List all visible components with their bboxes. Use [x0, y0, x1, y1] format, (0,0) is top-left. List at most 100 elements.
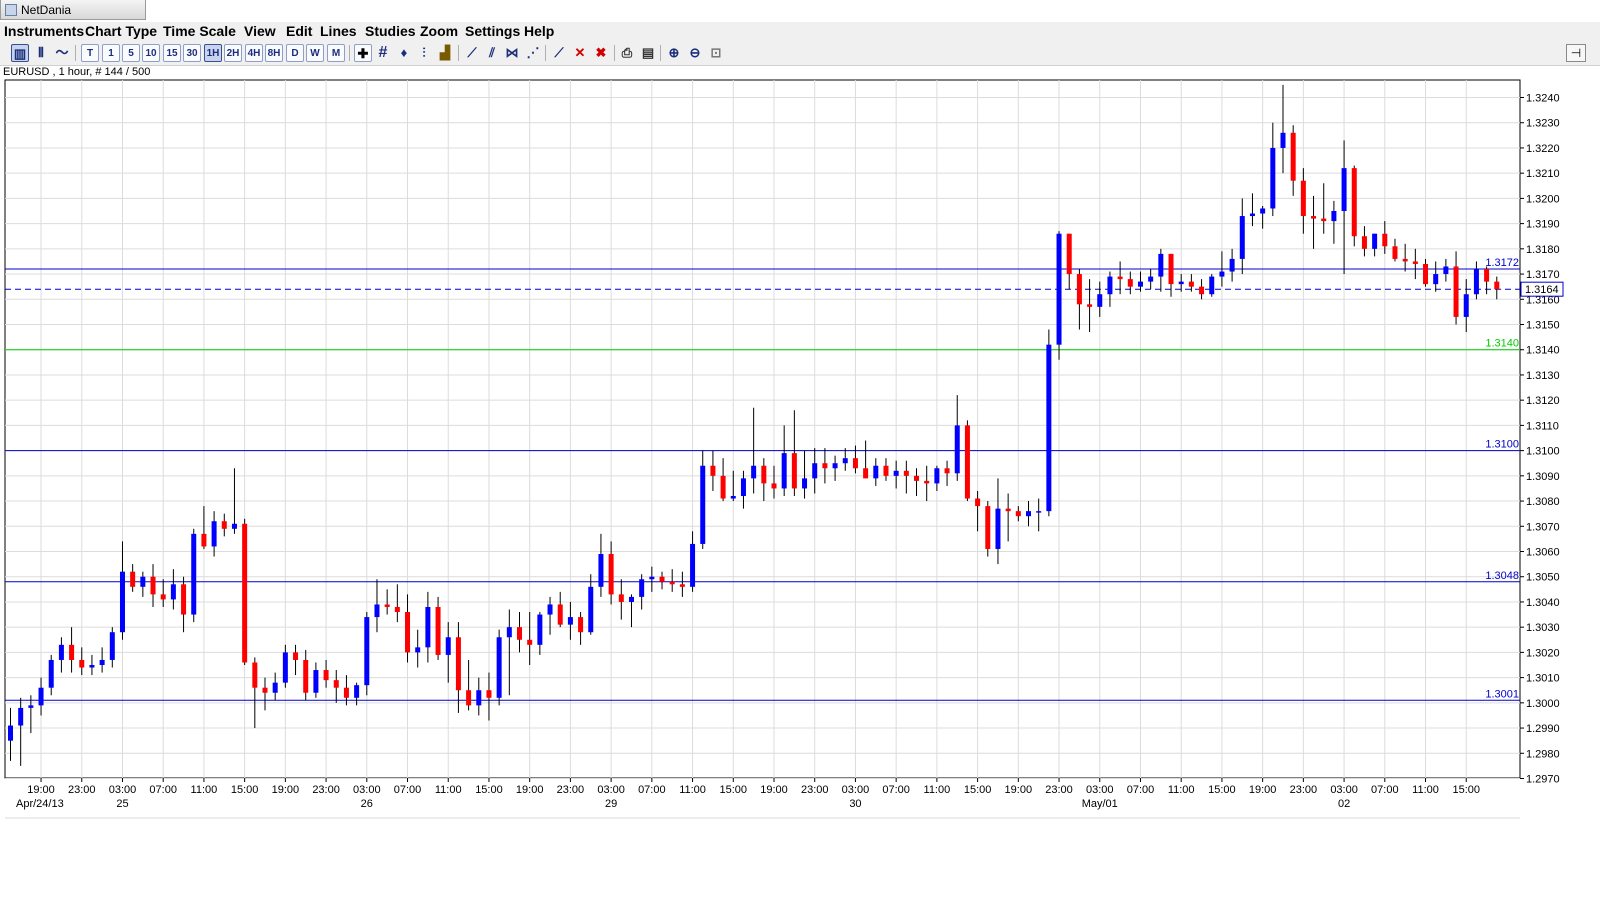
- volume-icon[interactable]: ▟: [440, 45, 450, 60]
- menu-time-scale[interactable]: Time Scale: [163, 23, 236, 39]
- candle-body: [1117, 276, 1123, 280]
- candle-body: [1229, 258, 1235, 272]
- timeframe-1h-button[interactable]: 1H: [204, 44, 222, 62]
- fan-icon[interactable]: ⋰: [526, 45, 540, 60]
- plot-area: [4, 79, 1521, 779]
- menu-studies[interactable]: Studies: [365, 23, 416, 39]
- delete-icon[interactable]: ✕: [574, 45, 586, 60]
- trendline-icon[interactable]: ⟋: [467, 45, 477, 60]
- candle-body: [303, 659, 309, 693]
- time-tick-label: 15:00: [231, 784, 259, 796]
- candle-body: [435, 606, 441, 655]
- candle-body: [272, 682, 278, 693]
- candle-body: [1270, 147, 1276, 209]
- candle-body: [659, 576, 665, 582]
- candle-body: [1199, 286, 1205, 295]
- timeframe-1-button[interactable]: 1: [102, 44, 120, 62]
- candle-body: [496, 637, 502, 698]
- price-tick-label: 1.2990: [1526, 723, 1560, 735]
- timeframe-w-button[interactable]: W: [306, 44, 324, 62]
- menu-lines[interactable]: Lines: [320, 23, 357, 39]
- candle-body: [1341, 168, 1347, 211]
- candle-body: [130, 571, 136, 587]
- time-tick-label: 19:00: [760, 784, 788, 796]
- candle-body: [812, 463, 818, 479]
- timeframe-5-button[interactable]: 5: [122, 44, 140, 62]
- price-tick-label: 1.3130: [1526, 370, 1560, 382]
- menu-settings[interactable]: Settings: [465, 23, 521, 39]
- timeframe-m-button[interactable]: M: [327, 44, 345, 62]
- crosshair-icon[interactable]: ✚: [354, 44, 372, 62]
- candle-body: [791, 453, 797, 489]
- time-tick-label: 23:00: [1045, 784, 1073, 796]
- candle-body: [822, 463, 828, 469]
- timeframe-2h-button[interactable]: 2H: [224, 44, 242, 62]
- date-label: 29: [605, 798, 617, 810]
- studies-icon[interactable]: ⫶: [422, 45, 426, 60]
- timeframe-4h-button[interactable]: 4H: [245, 44, 263, 62]
- timeframe-8h-button[interactable]: 8H: [265, 44, 283, 62]
- zoom-in-icon[interactable]: ⊕: [668, 45, 680, 60]
- bar-chart-icon[interactable]: ⫴: [38, 45, 44, 60]
- time-tick-label: 07:00: [1371, 784, 1399, 796]
- cursor-icon[interactable]: ♦: [400, 45, 408, 60]
- timeframe-15-button[interactable]: 15: [163, 44, 181, 62]
- candle-body: [975, 498, 981, 507]
- candle-body: [1036, 511, 1042, 513]
- zoom-out-icon[interactable]: ⊖: [689, 45, 701, 60]
- channel-icon[interactable]: ⫽: [489, 45, 495, 60]
- timeframe-t-button[interactable]: T: [81, 44, 99, 62]
- price-tick-label: 1.3170: [1526, 269, 1560, 281]
- candle-body: [170, 584, 176, 600]
- menu-help[interactable]: Help: [524, 23, 555, 39]
- app-icon: [5, 4, 17, 16]
- menu-chart-type[interactable]: Chart Type: [85, 23, 158, 39]
- timeframe-30-button[interactable]: 30: [183, 44, 201, 62]
- candle-body: [639, 579, 645, 597]
- price-tick-label: 1.3230: [1526, 118, 1560, 130]
- price-tick-label: 1.3210: [1526, 168, 1560, 180]
- time-tick-label: 03:00: [353, 784, 381, 796]
- candle-body: [1382, 233, 1388, 247]
- candle-body: [893, 470, 899, 476]
- time-tick-label: 23:00: [1290, 784, 1318, 796]
- timeframe-d-button[interactable]: D: [286, 44, 304, 62]
- time-tick-label: 15:00: [1452, 784, 1480, 796]
- fibonacci-icon[interactable]: ⋈: [505, 45, 519, 60]
- panel-toggle-button[interactable]: ⊣: [1566, 44, 1586, 62]
- time-axis: 19:00 23:00 03:00 07:00 11:00 15:00 19:00 23:00…: [5, 778, 1520, 819]
- print-preview-icon[interactable]: ▤: [641, 45, 655, 60]
- candle-body: [384, 604, 390, 607]
- delete-all-icon[interactable]: ✖: [595, 45, 607, 60]
- price-tick-label: 1.3240: [1526, 93, 1560, 105]
- candle-body: [476, 690, 482, 706]
- price-tick-label: 1.3120: [1526, 395, 1560, 407]
- grid-icon[interactable]: #: [378, 44, 388, 61]
- candle-body: [649, 576, 655, 580]
- menu-edit[interactable]: Edit: [286, 23, 313, 39]
- zoom-reset-icon[interactable]: ⊡: [710, 45, 722, 60]
- price-tick-label: 1.3140: [1526, 345, 1560, 357]
- candle-body: [1056, 233, 1062, 345]
- menu-zoom[interactable]: Zoom: [420, 23, 459, 39]
- line-chart-icon[interactable]: 〜: [55, 45, 69, 60]
- chart-mode-icon[interactable]: ▥: [11, 44, 29, 62]
- menu-instruments[interactable]: Instruments: [4, 23, 85, 39]
- candle-body: [557, 604, 563, 625]
- erase-line-icon[interactable]: ⟋: [554, 45, 564, 60]
- price-tick-label: 1.3070: [1526, 521, 1560, 533]
- candle-body: [618, 594, 624, 602]
- timeframe-10-button[interactable]: 10: [142, 44, 160, 62]
- level-label: 1.3048: [1485, 570, 1519, 582]
- candle-body: [1433, 274, 1439, 285]
- print-icon[interactable]: ⎙: [621, 45, 633, 60]
- time-tick-label: 03:00: [1086, 784, 1114, 796]
- candle-body: [109, 632, 115, 660]
- candle-body: [1402, 258, 1408, 262]
- menu-view[interactable]: View: [244, 23, 276, 39]
- price-tick-label: 1.3190: [1526, 219, 1560, 231]
- time-tick-label: 15:00: [475, 784, 503, 796]
- candle-body: [242, 523, 248, 663]
- price-tick-label: 1.3020: [1526, 647, 1560, 659]
